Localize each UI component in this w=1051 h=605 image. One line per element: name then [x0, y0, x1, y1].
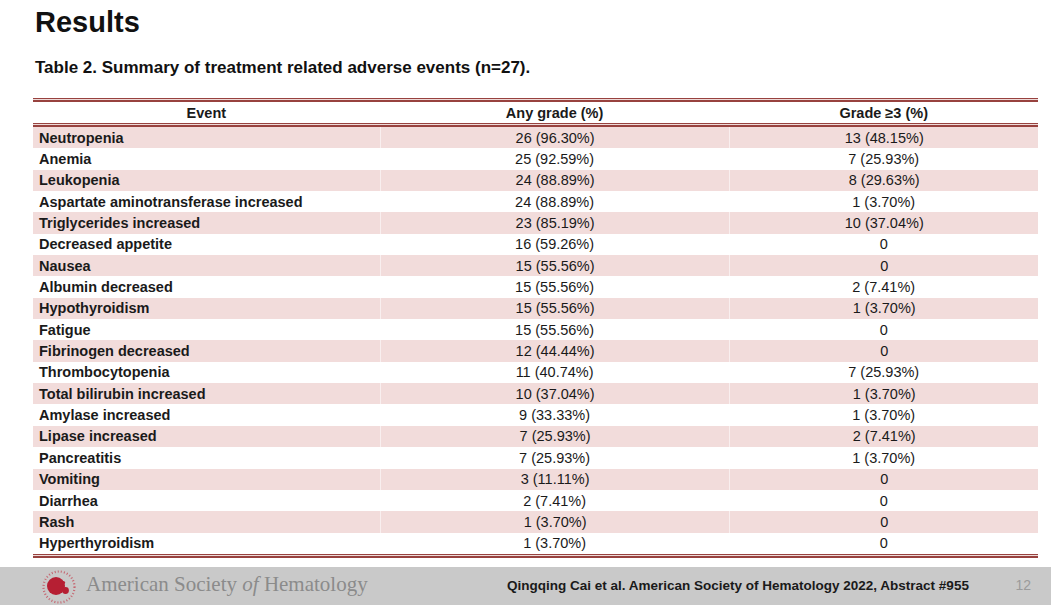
- table-row: Decreased appetite 16 (59.26%) 0: [33, 234, 1038, 255]
- table-row: Pancreatitis 7 (25.93%) 1 (3.70%): [33, 447, 1038, 468]
- any-grade-cell: 2 (7.41%): [380, 490, 730, 511]
- any-grade-cell: 15 (55.56%): [380, 319, 730, 340]
- grade3-cell: 0: [729, 255, 1038, 276]
- event-cell: Nausea: [33, 255, 380, 276]
- grade3-cell: 0: [729, 533, 1038, 554]
- any-grade-cell: 15 (55.56%): [380, 255, 730, 276]
- event-cell: Aspartate aminotransferase increased: [33, 191, 380, 212]
- any-grade-cell: 12 (44.44%): [380, 340, 730, 361]
- column-header-event: Event: [33, 102, 380, 123]
- event-cell: Triglycerides increased: [33, 212, 380, 233]
- table-row: Fatigue 15 (55.56%) 0: [33, 319, 1038, 340]
- table-row: Total bilirubin increased 10 (37.04%) 1 …: [33, 383, 1038, 404]
- event-cell: Lipase increased: [33, 426, 380, 447]
- table-row: Hypothyroidism 15 (55.56%) 1 (3.70%): [33, 298, 1038, 319]
- page-number: 12: [1015, 577, 1031, 593]
- table-row: Rash 1 (3.70%) 0: [33, 511, 1038, 532]
- event-cell: Hyperthyroidism: [33, 533, 380, 554]
- grade3-cell: 0: [729, 340, 1038, 361]
- grade3-cell: 0: [729, 490, 1038, 511]
- any-grade-cell: 16 (59.26%): [380, 234, 730, 255]
- grade3-cell: 0: [729, 469, 1038, 490]
- event-cell: Albumin decreased: [33, 276, 380, 297]
- ash-wordmark-of: of: [242, 572, 258, 596]
- event-cell: Total bilirubin increased: [33, 383, 380, 404]
- grade3-cell: 2 (7.41%): [729, 276, 1038, 297]
- table-caption: Table 2. Summary of treatment related ad…: [35, 58, 530, 78]
- event-cell: Thrombocytopenia: [33, 362, 380, 383]
- grade3-cell: 7 (25.93%): [729, 148, 1038, 169]
- event-cell: Amylase increased: [33, 404, 380, 425]
- ash-wordmark: American Society of Hematology: [86, 572, 368, 597]
- event-cell: Fatigue: [33, 319, 380, 340]
- citation: Qingqing Cai et al. American Society of …: [507, 578, 969, 593]
- any-grade-cell: 24 (88.89%): [380, 170, 730, 191]
- table-row: Vomiting 3 (11.11%) 0: [33, 469, 1038, 490]
- any-grade-cell: 25 (92.59%): [380, 148, 730, 169]
- any-grade-cell: 15 (55.56%): [380, 298, 730, 319]
- any-grade-cell: 26 (96.30%): [380, 127, 730, 148]
- grade3-cell: 13 (48.15%): [729, 127, 1038, 148]
- event-cell: Decreased appetite: [33, 234, 380, 255]
- table-header-row: Event Any grade (%) Grade ≥3 (%): [33, 102, 1038, 123]
- any-grade-cell: 1 (3.70%): [380, 533, 730, 554]
- any-grade-cell: 11 (40.74%): [380, 362, 730, 383]
- event-cell: Fibrinogen decreased: [33, 340, 380, 361]
- table-bottom-rule: [33, 554, 1038, 558]
- grade3-cell: 1 (3.70%): [729, 404, 1038, 425]
- grade3-cell: 1 (3.70%): [729, 191, 1038, 212]
- table-row: Albumin decreased 15 (55.56%) 2 (7.41%): [33, 276, 1038, 297]
- table-row: Anemia 25 (92.59%) 7 (25.93%): [33, 148, 1038, 169]
- event-cell: Leukopenia: [33, 170, 380, 191]
- event-cell: Diarrhea: [33, 490, 380, 511]
- table-row: Leukopenia 24 (88.89%) 8 (29.63%): [33, 170, 1038, 191]
- grade3-cell: 0: [729, 511, 1038, 532]
- column-header-any-grade: Any grade (%): [380, 102, 730, 123]
- table-row: Thrombocytopenia 11 (40.74%) 7 (25.93%): [33, 362, 1038, 383]
- ash-wordmark-pre: American Society: [86, 572, 242, 596]
- grade3-cell: 1 (3.70%): [729, 447, 1038, 468]
- any-grade-cell: 1 (3.70%): [380, 511, 730, 532]
- footer-bar: American Society of Hematology Qingqing …: [0, 567, 1051, 605]
- ash-logo-icon: [42, 570, 76, 604]
- grade3-cell: 7 (25.93%): [729, 362, 1038, 383]
- grade3-cell: 8 (29.63%): [729, 170, 1038, 191]
- event-cell: Vomiting: [33, 469, 380, 490]
- event-cell: Hypothyroidism: [33, 298, 380, 319]
- table-row: Nausea 15 (55.56%) 0: [33, 255, 1038, 276]
- table-row: Hyperthyroidism 1 (3.70%) 0: [33, 533, 1038, 554]
- any-grade-cell: 24 (88.89%): [380, 191, 730, 212]
- table-body: Neutropenia 26 (96.30%) 13 (48.15%) Anem…: [33, 127, 1038, 554]
- table-row: Diarrhea 2 (7.41%) 0: [33, 490, 1038, 511]
- page-title: Results: [35, 6, 140, 39]
- table-row: Lipase increased 7 (25.93%) 2 (7.41%): [33, 426, 1038, 447]
- any-grade-cell: 10 (37.04%): [380, 383, 730, 404]
- any-grade-cell: 15 (55.56%): [380, 276, 730, 297]
- grade3-cell: 1 (3.70%): [729, 298, 1038, 319]
- grade3-cell: 0: [729, 234, 1038, 255]
- any-grade-cell: 3 (11.11%): [380, 469, 730, 490]
- any-grade-cell: 7 (25.93%): [380, 426, 730, 447]
- grade3-cell: 1 (3.70%): [729, 383, 1038, 404]
- event-cell: Pancreatitis: [33, 447, 380, 468]
- table-row: Neutropenia 26 (96.30%) 13 (48.15%): [33, 127, 1038, 148]
- event-cell: Rash: [33, 511, 380, 532]
- table-row: Triglycerides increased 23 (85.19%) 10 (…: [33, 212, 1038, 233]
- any-grade-cell: 9 (33.33%): [380, 404, 730, 425]
- table-row: Fibrinogen decreased 12 (44.44%) 0: [33, 340, 1038, 361]
- any-grade-cell: 7 (25.93%): [380, 447, 730, 468]
- grade3-cell: 2 (7.41%): [729, 426, 1038, 447]
- grade3-cell: 10 (37.04%): [729, 212, 1038, 233]
- table-row: Amylase increased 9 (33.33%) 1 (3.70%): [33, 404, 1038, 425]
- grade3-cell: 0: [729, 319, 1038, 340]
- event-cell: Anemia: [33, 148, 380, 169]
- any-grade-cell: 23 (85.19%): [380, 212, 730, 233]
- table-row: Aspartate aminotransferase increased 24 …: [33, 191, 1038, 212]
- event-cell: Neutropenia: [33, 127, 380, 148]
- ash-wordmark-post: Hematology: [259, 572, 368, 596]
- adverse-events-table: Event Any grade (%) Grade ≥3 (%) Neutrop…: [33, 98, 1038, 558]
- column-header-grade3: Grade ≥3 (%): [729, 102, 1038, 123]
